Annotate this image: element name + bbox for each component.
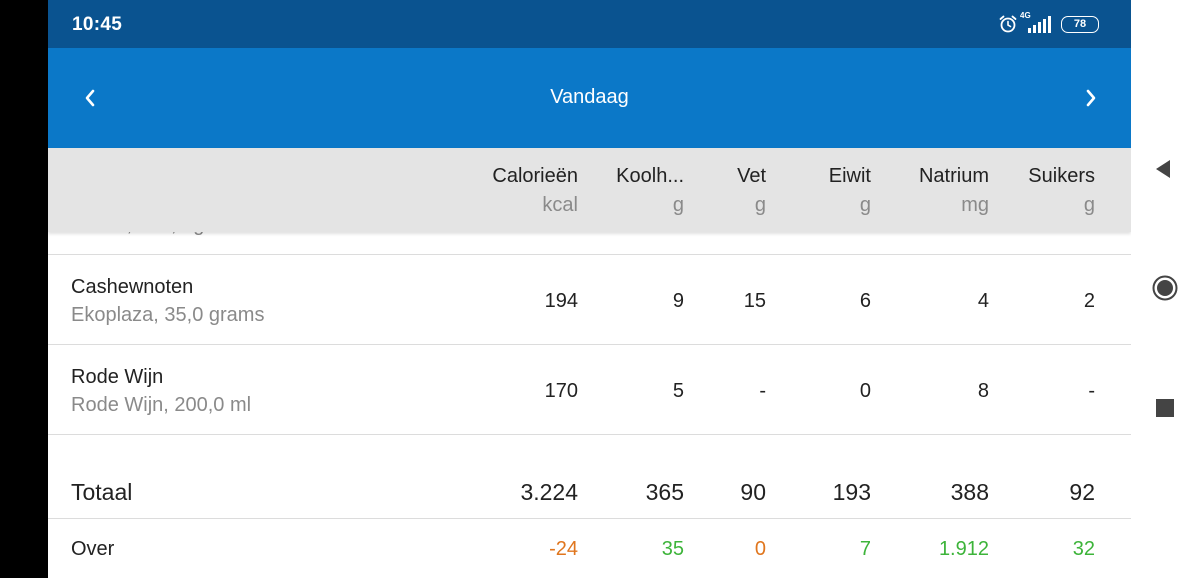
app-screen: 10:45 4G 78 V — [48, 0, 1131, 578]
totals-label: Totaal — [71, 479, 133, 505]
fat-value: - — [759, 380, 766, 402]
sugars-total: 92 — [1069, 479, 1095, 505]
column-unit: mg — [961, 194, 989, 216]
home-icon[interactable] — [1152, 275, 1178, 301]
device-bezel — [0, 0, 48, 578]
next-day-button[interactable] — [1077, 84, 1105, 112]
protein-value: 0 — [859, 380, 871, 402]
sodium-value: 8 — [977, 380, 989, 402]
calories-total: 3.224 — [520, 479, 578, 505]
remaining-label: Over — [71, 538, 115, 560]
list-item[interactable]: Rode Wijn Rode Wijn, 200,0 ml 170 5 - 0 … — [48, 345, 1131, 435]
battery-icon: 78 — [1061, 15, 1099, 33]
calories-value: 170 — [544, 380, 578, 402]
sodium-value: 4 — [977, 290, 989, 312]
fat-value: 15 — [743, 290, 766, 312]
page-title: Vandaag — [550, 86, 629, 108]
nutrient-column-header: Calorieën kcal Koolh... g Vet g Eiwit g … — [48, 148, 1131, 232]
totals-row: Totaal 3.224 365 90 193 388 92 — [48, 435, 1131, 519]
column-name: Calorieën — [492, 165, 578, 187]
column-name: Suikers — [1028, 165, 1095, 187]
status-icons: 4G 78 — [998, 11, 1099, 36]
system-navigation-bar — [1131, 0, 1200, 578]
column-name: Eiwit — [828, 165, 871, 187]
protein-remaining: 7 — [859, 538, 871, 560]
fat-total: 90 — [740, 479, 766, 505]
carbs-remaining: 35 — [661, 538, 684, 560]
column-unit: g — [672, 194, 684, 216]
carbs-total: 365 — [645, 479, 684, 505]
column-name: Natrium — [918, 165, 989, 187]
column-name: Koolh... — [616, 165, 684, 187]
list-item[interactable]: Cashewnoten Ekoplaza, 35,0 grams 194 9 1… — [48, 255, 1131, 345]
calories-remaining: -24 — [549, 538, 578, 560]
column-unit: g — [754, 194, 766, 216]
sugars-value: - — [1088, 380, 1095, 402]
column-unit: g — [1083, 194, 1095, 216]
column-name: Vet — [737, 165, 766, 187]
recents-icon[interactable] — [1156, 399, 1174, 417]
battery-level: 78 — [1073, 18, 1087, 30]
chevron-right-icon — [1086, 89, 1096, 107]
remaining-row: Over -24 35 0 7 1.912 32 — [48, 519, 1131, 578]
chevron-left-icon — [85, 89, 95, 107]
back-icon[interactable] — [1151, 157, 1175, 181]
sugars-value: 2 — [1083, 290, 1095, 312]
calories-value: 194 — [544, 290, 578, 312]
status-time: 10:45 — [72, 14, 123, 35]
sodium-total: 388 — [950, 479, 989, 505]
sodium-remaining: 1.912 — [938, 538, 989, 560]
food-description: Rode Wijn, 200,0 ml — [71, 394, 252, 416]
food-name: Cashewnoten — [71, 276, 194, 298]
column-unit: kcal — [542, 194, 578, 216]
network-type: 4G — [1020, 11, 1031, 20]
carbs-value: 9 — [672, 290, 684, 312]
food-description: Ekoplaza, 35,0 grams — [71, 304, 265, 326]
previous-day-button[interactable] — [76, 84, 104, 112]
protein-total: 193 — [832, 479, 871, 505]
app-bar: Vandaag — [48, 48, 1131, 148]
column-unit: g — [859, 194, 871, 216]
signal-icon: 4G — [1020, 11, 1051, 33]
food-name: Rode Wijn — [71, 366, 164, 388]
status-bar: 10:45 4G 78 — [48, 0, 1131, 48]
protein-value: 6 — [859, 290, 871, 312]
carbs-value: 5 — [672, 380, 684, 402]
fat-remaining: 0 — [754, 538, 766, 560]
alarm-icon — [999, 15, 1017, 33]
sugars-remaining: 32 — [1072, 538, 1095, 560]
